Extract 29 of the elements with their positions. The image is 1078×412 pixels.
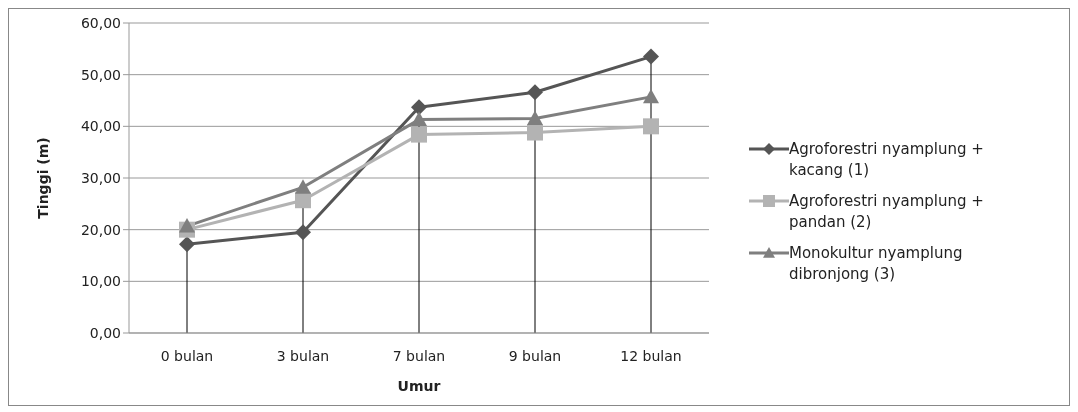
x-axis-title: Umur	[397, 378, 441, 394]
point	[527, 84, 543, 101]
legend-label: Agroforestri nyamplung + kacang (1)	[789, 139, 985, 181]
y-tick-label: 60,00	[80, 14, 121, 31]
point	[643, 118, 659, 135]
x-tick-label: 3 bulan	[276, 347, 330, 364]
point	[527, 110, 543, 125]
y-tick-label: 30,00	[80, 169, 121, 186]
x-tick-label: 0 bulan	[160, 347, 214, 364]
point	[295, 224, 311, 241]
legend-label: Agroforestri nyamplung + pandan (2)	[789, 191, 985, 233]
x-tick-label: 7 bulan	[392, 347, 446, 364]
y-tick-label: 20,00	[80, 221, 121, 238]
point	[411, 111, 427, 127]
point	[643, 48, 659, 65]
point	[411, 126, 427, 143]
y-tick-label: 40,00	[80, 118, 121, 135]
y-axis-title: Tinggi (m)	[34, 137, 51, 219]
y-tick-label: 0,00	[89, 324, 121, 341]
point	[295, 179, 311, 194]
y-tick-label: 10,00	[80, 273, 121, 290]
y-tick-label: 50,00	[80, 66, 121, 83]
x-tick-label: 9 bulan	[508, 347, 562, 364]
point	[527, 124, 543, 141]
legend-label: Monokultur nyamplung dibronjong (3)	[789, 243, 964, 285]
point	[411, 99, 427, 116]
point	[179, 236, 195, 253]
x-tick-label: 12 bulan	[620, 347, 682, 364]
point	[179, 218, 195, 233]
